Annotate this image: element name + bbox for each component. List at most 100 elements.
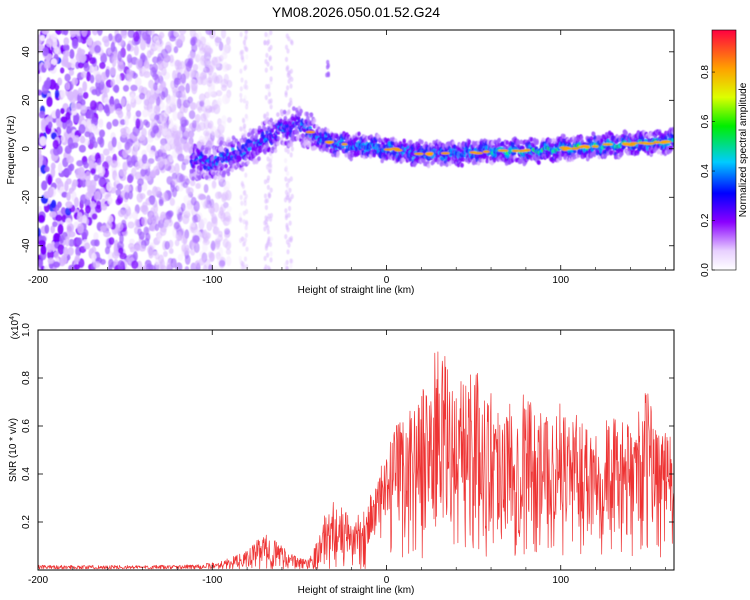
spectrogram-cell (59, 234, 64, 244)
spectrogram-cell (126, 103, 132, 113)
spectrogram-cell (289, 152, 293, 158)
spectrogram-cell (220, 203, 227, 212)
spectrogram-cell (107, 196, 113, 205)
spectrogram-cell (287, 78, 291, 84)
spectrogram-cell (482, 150, 490, 154)
spectrogram-cell (185, 186, 191, 195)
spectrogram-cell (287, 70, 292, 76)
spectrogram-cell (43, 265, 49, 270)
spectrogram-cell (203, 183, 209, 194)
spectrogram-cell (268, 241, 273, 248)
spectrogram-cell (89, 74, 95, 84)
spectrogram-cell (426, 163, 431, 169)
spectrogram-cell (211, 180, 217, 189)
spectrogram-cell (83, 161, 89, 169)
spectrogram-cell (210, 240, 216, 252)
spectrogram-cell (269, 212, 273, 219)
spectrogram-cell (239, 217, 243, 223)
spectrogram-cell (266, 156, 270, 162)
spectrogram-cell (193, 200, 200, 212)
spectrogram-cell (469, 151, 478, 154)
spectrogram-cell (141, 217, 148, 227)
spectrogram-cell (141, 127, 147, 138)
spectrogram-cell (160, 91, 166, 100)
spectrogram-cell (212, 72, 218, 84)
spectrogram-cell (38, 110, 46, 119)
spectrogram-cell (90, 167, 96, 175)
spectrogram-cell (113, 84, 120, 94)
spectrogram-cell (102, 148, 110, 156)
spectrogram-cell (104, 246, 111, 255)
spectrogram-cell (43, 190, 51, 199)
spectrogram-cell (190, 80, 198, 92)
spectrogram-cell (78, 124, 86, 134)
spectrogram-cell (97, 136, 104, 145)
spectrogram-cell (137, 183, 142, 193)
spectrogram-cell (182, 99, 191, 109)
spectrogram-cell (184, 119, 189, 126)
spectrogram-cell (211, 217, 218, 228)
spectrogram-cell (66, 155, 74, 164)
spectrogram-cell (69, 94, 76, 104)
spectrogram-cell (38, 74, 42, 83)
spectrogram-cell (245, 104, 249, 110)
spectrogram-cell (213, 175, 217, 181)
spectrogram-cell (63, 246, 69, 258)
spectrogram-cell (67, 246, 74, 256)
spectrogram-cell (289, 176, 293, 182)
spectrogram-cell (50, 225, 56, 234)
spectrogram-cell (112, 119, 119, 127)
spectrogram-cell (284, 147, 288, 153)
spectrogram-cell (522, 148, 531, 152)
spectrogram-cell (390, 147, 401, 151)
spectrogram-cell (86, 71, 91, 82)
spectrogram-cell (266, 40, 270, 46)
spectrogram-cell (115, 175, 120, 185)
spectrogram-cell (53, 251, 60, 259)
spectrogram-cell (169, 197, 175, 206)
spectrogram-cell (68, 69, 75, 76)
x-tick-label: -100 (202, 275, 222, 286)
spectrogram-cell (263, 193, 268, 199)
spectrogram-cell (183, 194, 191, 204)
spectrogram-cell (264, 31, 268, 38)
spectrogram-cell (219, 146, 223, 152)
spectrogram-cell (55, 108, 61, 119)
spectrogram-cell (263, 255, 267, 261)
spectrogram-cell (220, 30, 227, 39)
spectrogram-cell (207, 122, 213, 129)
spectrogram-cell (226, 116, 232, 124)
spectrogram-cell (74, 254, 80, 263)
spectrogram-cell (288, 187, 292, 193)
spectrogram-cell (179, 174, 186, 183)
spectrogram-cell (269, 187, 273, 193)
spectrogram-cell (157, 52, 164, 63)
spectrogram-cell (156, 162, 163, 170)
spectrogram-cell (198, 60, 205, 71)
spectrogram-cell (94, 239, 100, 247)
spectrogram-cell (164, 240, 170, 250)
spectrogram-cell (132, 211, 138, 220)
spectrogram-cell (116, 183, 124, 191)
spectrogram-cell (192, 214, 198, 223)
spectrogram-cell (52, 261, 61, 268)
spectrogram-cell (187, 57, 194, 66)
spectrogram-cell (190, 69, 196, 80)
spectrogram-cell (223, 61, 228, 71)
spectrogram-cell (127, 221, 135, 229)
spectrogram-cell (562, 133, 566, 139)
spectrogram-cell (326, 128, 330, 134)
spectrogram-cell (268, 168, 272, 174)
spectrogram-cell (100, 225, 107, 232)
spectrogram-cell (46, 243, 53, 253)
spectrogram-cell (239, 194, 243, 200)
spectrogram-cell (154, 74, 160, 85)
spectrogram-cell (225, 36, 231, 45)
spectrogram-cell (305, 130, 316, 134)
spectrogram-cell (344, 152, 349, 158)
spectrogram-cell (240, 166, 245, 172)
spectrogram-cell (85, 179, 92, 188)
spectrogram-cell (119, 168, 127, 177)
spectrogram-cell (45, 38, 54, 48)
spectrogram-cell (144, 61, 150, 69)
